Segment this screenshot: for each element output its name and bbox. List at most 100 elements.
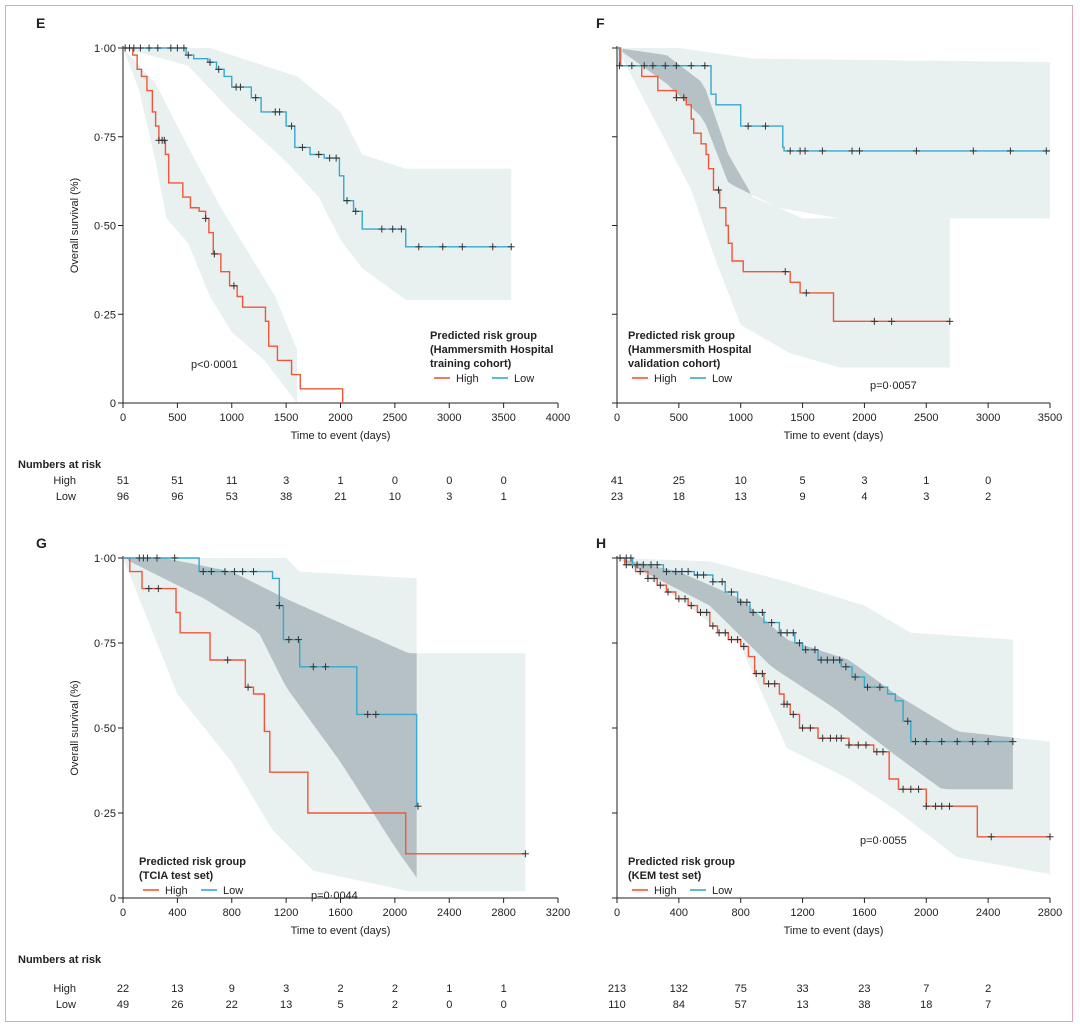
legend: Predicted risk group (Hammersmith Hospita… <box>628 330 751 385</box>
x-tick-label: 2000 <box>914 907 938 919</box>
risk-count-high: 3 <box>861 475 867 487</box>
x-tick-label: 3500 <box>491 412 515 424</box>
numbers-at-risk-title: Numbers at risk <box>18 459 102 471</box>
p-value: p=0·0055 <box>860 835 907 847</box>
x-tick-label: 3200 <box>546 907 570 919</box>
x-tick-label: 2000 <box>383 907 407 919</box>
risk-count-high: 11 <box>226 475 237 487</box>
legend-label-low: Low <box>223 885 243 897</box>
risk-count-high: 213 <box>608 983 626 995</box>
risk-count-high: 10 <box>735 475 747 487</box>
risk-count-high: 1 <box>501 983 507 995</box>
risk-count-low: 21 <box>334 491 346 503</box>
legend-title: (TCIA test set) <box>139 870 213 882</box>
risk-count-high: 7 <box>923 983 929 995</box>
x-tick-label: 3000 <box>437 412 461 424</box>
risk-count-low: 18 <box>673 491 685 503</box>
figure-frame: Numbers at risk Numbers at risk 0 0·25 0·5… <box>5 5 1073 1022</box>
legend-title: training cohort) <box>430 358 512 370</box>
y-tick-label: 0·75 <box>94 132 116 144</box>
p-value: p=0·0044 <box>311 890 358 902</box>
risk-count-high: 51 <box>171 475 183 487</box>
y-tick-label: 0·50 <box>94 723 116 735</box>
risk-count-low: 0 <box>446 999 452 1011</box>
legend-title: validation cohort) <box>628 358 721 370</box>
x-tick-label: 2800 <box>1038 907 1062 919</box>
y-tick-label: 1·00 <box>94 553 116 565</box>
panel-letter: G <box>36 535 47 551</box>
legend: Predicted risk group (Hammersmith Hospita… <box>430 330 553 385</box>
panel-letter: E <box>36 15 45 31</box>
panel-letter: H <box>596 535 606 551</box>
legend: Predicted risk group (TCIA test set) High L… <box>139 856 246 897</box>
ci-band-low <box>123 48 512 301</box>
survival-line-low <box>123 47 512 248</box>
panel-f: 0 500 1000 1500 2000 2500 3000 3500 Time to even… <box>596 15 1062 503</box>
panel-g: 00·250·500·751·000 400 800 1200 1600 2000 2400… <box>36 535 570 1011</box>
ci-band-high <box>617 48 950 368</box>
panel-letter: F <box>596 15 605 31</box>
legend-label-low: Low <box>514 373 534 385</box>
risk-count-high: 1 <box>446 983 452 995</box>
ci-band-high <box>123 48 297 403</box>
x-axis-label: Time to event (days) <box>291 430 391 442</box>
x-axis-label: Time to event (days) <box>291 925 391 937</box>
risk-count-high: 0 <box>985 475 991 487</box>
y-axis-label: Overall survival (%) <box>69 178 81 273</box>
panel-e: 00·250·500·751·000 500 1000 1500 2000 2500 300… <box>36 15 570 503</box>
risk-count-low: 57 <box>735 999 747 1011</box>
risk-row-label-low: Low <box>56 999 76 1011</box>
x-tick-label: 1500 <box>790 412 814 424</box>
legend-title: (Hammersmith Hospital <box>430 344 553 356</box>
x-tick-label: 0 <box>120 907 126 919</box>
x-axis-label: Time to event (days) <box>784 925 884 937</box>
legend-label-high: High <box>456 373 479 385</box>
risk-count-low: 84 <box>673 999 685 1011</box>
y-tick-label: 0·25 <box>94 808 116 820</box>
risk-count-low: 5 <box>337 999 343 1011</box>
legend-label-high: High <box>165 885 188 897</box>
x-tick-label: 0 <box>120 412 126 424</box>
risk-count-low: 13 <box>796 999 808 1011</box>
legend-title: Predicted risk group <box>628 330 735 342</box>
x-tick-label: 3500 <box>1038 412 1062 424</box>
y-tick-label: 0 <box>110 893 116 905</box>
numbers-at-risk-title: Numbers at risk <box>18 954 102 966</box>
ci-overlap-band <box>622 48 751 194</box>
y-tick-label: 0 <box>110 398 116 410</box>
x-tick-label: 1000 <box>220 412 244 424</box>
ci-overlap-band <box>623 559 1013 790</box>
x-tick-label: 2000 <box>328 412 352 424</box>
survival-line-high <box>617 47 950 323</box>
survival-line-high <box>123 557 526 855</box>
risk-count-low: 1 <box>501 491 507 503</box>
y-axis-label: Overall survival (%) <box>69 680 81 775</box>
panel-h: 0 400 800 1200 1600 2000 2400 2800 Time to event… <box>596 535 1062 1011</box>
x-tick-label: 2000 <box>852 412 876 424</box>
x-tick-label: 1500 <box>274 412 298 424</box>
risk-count-low: 49 <box>117 999 129 1011</box>
legend-label-high: High <box>654 885 677 897</box>
risk-count-high: 22 <box>117 983 129 995</box>
x-tick-label: 400 <box>168 907 186 919</box>
risk-count-high: 2 <box>985 983 991 995</box>
x-tick-label: 2400 <box>976 907 1000 919</box>
risk-count-high: 0 <box>392 475 398 487</box>
risk-count-high: 23 <box>858 983 870 995</box>
risk-count-high: 9 <box>229 983 235 995</box>
risk-count-low: 23 <box>611 491 623 503</box>
risk-count-high: 13 <box>171 983 183 995</box>
y-tick-label: 0·25 <box>94 309 116 321</box>
risk-count-high: 5 <box>800 475 806 487</box>
legend-label-low: Low <box>712 885 732 897</box>
y-tick-label: 0·75 <box>94 638 116 650</box>
legend-title: Predicted risk group <box>139 856 246 868</box>
risk-count-low: 13 <box>735 491 747 503</box>
x-tick-label: 800 <box>732 907 750 919</box>
risk-count-high: 1 <box>337 475 343 487</box>
risk-count-high: 0 <box>501 475 507 487</box>
risk-row-label-high: High <box>53 475 76 487</box>
x-tick-label: 800 <box>223 907 241 919</box>
risk-count-high: 1 <box>923 475 929 487</box>
risk-count-low: 2 <box>392 999 398 1011</box>
